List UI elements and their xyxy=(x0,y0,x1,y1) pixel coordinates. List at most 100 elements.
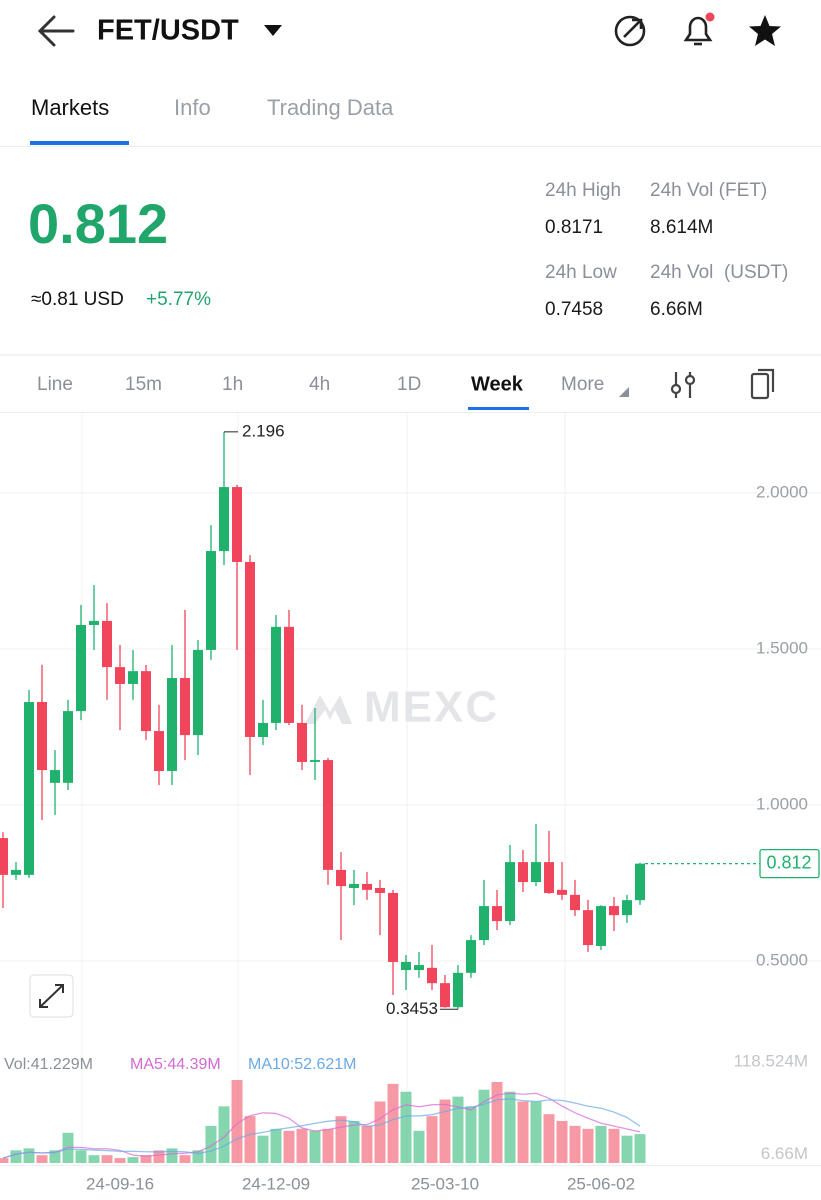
volume-bar xyxy=(140,1155,152,1163)
candle-body xyxy=(219,487,229,552)
pair-dropdown[interactable] xyxy=(264,25,282,36)
tab-active[interactable]: Markets xyxy=(31,95,109,120)
y-tick-label: 1.0000 xyxy=(756,794,808,813)
candle-body xyxy=(570,894,580,911)
candle-body xyxy=(141,671,151,732)
volume-bar xyxy=(582,1128,594,1163)
tab[interactable]: Trading Data xyxy=(267,95,394,120)
volume-bar xyxy=(608,1128,620,1163)
candle-body xyxy=(596,906,606,947)
volume-bar xyxy=(465,1106,477,1163)
stat-value: 6.66M xyxy=(650,299,703,320)
interval-active[interactable]: Week xyxy=(471,373,524,395)
stat-value: 0.7458 xyxy=(545,299,603,320)
share-icon[interactable] xyxy=(614,15,646,47)
volume-bar xyxy=(192,1150,204,1163)
y-tick-label: 6.66M xyxy=(761,1144,808,1163)
candle-body xyxy=(388,892,398,962)
alert-icon[interactable] xyxy=(683,16,713,46)
divider xyxy=(0,354,821,356)
interval-more[interactable]: More xyxy=(561,374,604,395)
x-tick-label: 24-12-09 xyxy=(242,1174,310,1193)
interval[interactable]: Line xyxy=(37,374,73,395)
candle-body xyxy=(518,862,528,883)
interval-underline xyxy=(468,407,529,410)
annotation: 2.196 xyxy=(242,421,285,440)
volume-bar xyxy=(595,1125,607,1163)
volume-bar xyxy=(10,1150,22,1163)
price-change: +5.77% xyxy=(146,289,211,310)
ma-line xyxy=(2,1092,641,1159)
volume-bar xyxy=(101,1155,113,1163)
candle-body xyxy=(466,940,476,973)
candle-body xyxy=(115,667,125,684)
candle-body xyxy=(375,887,385,893)
volume-bar xyxy=(296,1128,308,1163)
tab-underline xyxy=(30,141,129,145)
stat-value: 0.8171 xyxy=(545,217,603,238)
pair-title[interactable]: FET/USDT xyxy=(97,15,239,47)
volume-bar xyxy=(218,1106,230,1163)
candle-body xyxy=(11,869,21,875)
interval[interactable]: 4h xyxy=(309,374,330,395)
annotation: 0.3453 xyxy=(386,999,438,1018)
volume-bar xyxy=(257,1135,269,1163)
back-button[interactable] xyxy=(37,15,75,47)
volume-bar xyxy=(244,1116,256,1163)
divider xyxy=(0,1165,821,1166)
layout-icon[interactable] xyxy=(750,368,775,400)
tab[interactable]: Info xyxy=(174,95,211,120)
candle-body xyxy=(180,678,190,736)
volume-bar xyxy=(374,1101,386,1163)
candle-body xyxy=(63,711,73,783)
interval[interactable]: 15m xyxy=(125,374,162,395)
interval[interactable]: 1D xyxy=(397,374,421,395)
volume-bar xyxy=(88,1155,100,1163)
volume-bar xyxy=(634,1134,646,1163)
legend-entry: Vol:41.229M xyxy=(4,1056,93,1073)
volume-bar xyxy=(504,1091,516,1163)
volume-bar xyxy=(283,1130,295,1163)
candle-body xyxy=(128,671,138,684)
y-tick-label: 1.5000 xyxy=(756,638,808,657)
indicator-icon[interactable] xyxy=(670,372,696,398)
volume-bar xyxy=(322,1128,334,1163)
volume-bar xyxy=(49,1150,61,1163)
candle-body xyxy=(310,760,320,762)
x-tick-label: 25-06-02 xyxy=(567,1174,635,1193)
candle-body xyxy=(297,722,307,762)
volume-bar xyxy=(270,1128,282,1163)
volume-bar xyxy=(569,1125,581,1163)
volume-bar xyxy=(179,1155,191,1163)
divider xyxy=(0,146,821,147)
candle-body xyxy=(414,965,424,971)
candle-body xyxy=(479,906,489,941)
candle-body xyxy=(531,862,541,883)
stat-label: 24h Vol (USDT) xyxy=(650,262,788,283)
y-tick-label: 0.5000 xyxy=(756,950,808,969)
volume-bar xyxy=(0,1158,9,1163)
volume-bar xyxy=(556,1120,568,1163)
stat-label: 24h Low xyxy=(545,262,617,283)
candle-body xyxy=(206,551,216,650)
volume-bar xyxy=(153,1150,165,1163)
candle-body xyxy=(336,869,346,887)
volume-bar xyxy=(387,1083,399,1163)
candle-body xyxy=(349,883,359,888)
y-tick-label: 118.524M xyxy=(734,1051,808,1070)
y-tick-label: 2.0000 xyxy=(756,482,808,501)
expand-button[interactable] xyxy=(29,974,74,1018)
volume-bar xyxy=(335,1116,347,1163)
candle-body xyxy=(37,702,47,771)
candle-body xyxy=(453,972,463,1008)
volume-bar xyxy=(114,1158,126,1163)
volume-bar xyxy=(23,1148,35,1163)
interval[interactable]: 1h xyxy=(222,374,243,395)
volume-bar xyxy=(127,1157,139,1163)
volume-bar xyxy=(478,1089,490,1163)
volume-bar xyxy=(400,1091,412,1163)
favorite-icon[interactable] xyxy=(749,15,781,46)
candle-body xyxy=(622,900,632,916)
